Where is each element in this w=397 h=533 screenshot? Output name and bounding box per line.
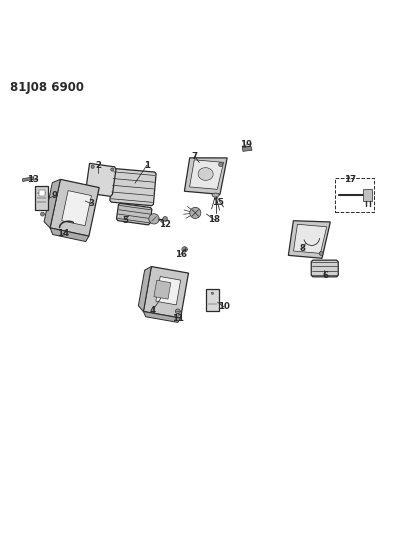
Text: 13: 13 xyxy=(27,175,39,184)
Circle shape xyxy=(319,252,323,255)
Text: 3: 3 xyxy=(88,199,94,208)
Polygon shape xyxy=(206,289,219,311)
Polygon shape xyxy=(85,163,116,196)
Text: 8: 8 xyxy=(299,244,306,253)
Polygon shape xyxy=(189,160,224,189)
Polygon shape xyxy=(50,179,99,236)
Polygon shape xyxy=(44,179,60,228)
Ellipse shape xyxy=(198,168,213,180)
Text: 4: 4 xyxy=(150,305,156,314)
Polygon shape xyxy=(50,228,89,241)
Bar xyxy=(363,189,372,201)
Polygon shape xyxy=(184,158,227,195)
Polygon shape xyxy=(143,266,189,318)
Polygon shape xyxy=(23,177,34,182)
Polygon shape xyxy=(116,203,152,225)
Text: 16: 16 xyxy=(175,250,187,259)
Text: 6: 6 xyxy=(322,271,329,280)
Circle shape xyxy=(40,212,44,216)
Text: 1: 1 xyxy=(144,161,150,170)
Text: 12: 12 xyxy=(159,220,171,229)
Polygon shape xyxy=(35,187,48,210)
Bar xyxy=(39,190,45,196)
Polygon shape xyxy=(154,280,171,299)
Text: 9: 9 xyxy=(52,191,58,200)
Text: 2: 2 xyxy=(95,161,102,170)
Text: 5: 5 xyxy=(122,215,128,224)
Circle shape xyxy=(190,207,201,219)
Circle shape xyxy=(163,216,168,221)
Text: 11: 11 xyxy=(172,313,184,322)
Polygon shape xyxy=(288,221,330,259)
Circle shape xyxy=(182,247,187,252)
Text: 15: 15 xyxy=(212,198,224,207)
Polygon shape xyxy=(156,277,181,305)
Polygon shape xyxy=(110,168,156,206)
Circle shape xyxy=(211,292,214,295)
Text: 19: 19 xyxy=(240,140,252,149)
Circle shape xyxy=(91,165,94,168)
Text: 14: 14 xyxy=(57,229,69,238)
Polygon shape xyxy=(293,224,327,253)
Ellipse shape xyxy=(212,193,219,197)
Circle shape xyxy=(219,163,223,166)
Text: 7: 7 xyxy=(191,151,198,160)
Polygon shape xyxy=(139,266,151,311)
Polygon shape xyxy=(311,260,338,277)
Polygon shape xyxy=(242,146,252,151)
Text: 10: 10 xyxy=(218,303,230,311)
Polygon shape xyxy=(143,311,181,322)
Bar xyxy=(335,178,374,212)
Circle shape xyxy=(175,309,180,314)
Text: 17: 17 xyxy=(344,175,356,184)
Text: 18: 18 xyxy=(208,215,220,224)
Text: 81J08 6900: 81J08 6900 xyxy=(10,80,84,94)
Polygon shape xyxy=(62,191,91,225)
Circle shape xyxy=(149,214,159,224)
Circle shape xyxy=(111,168,114,171)
